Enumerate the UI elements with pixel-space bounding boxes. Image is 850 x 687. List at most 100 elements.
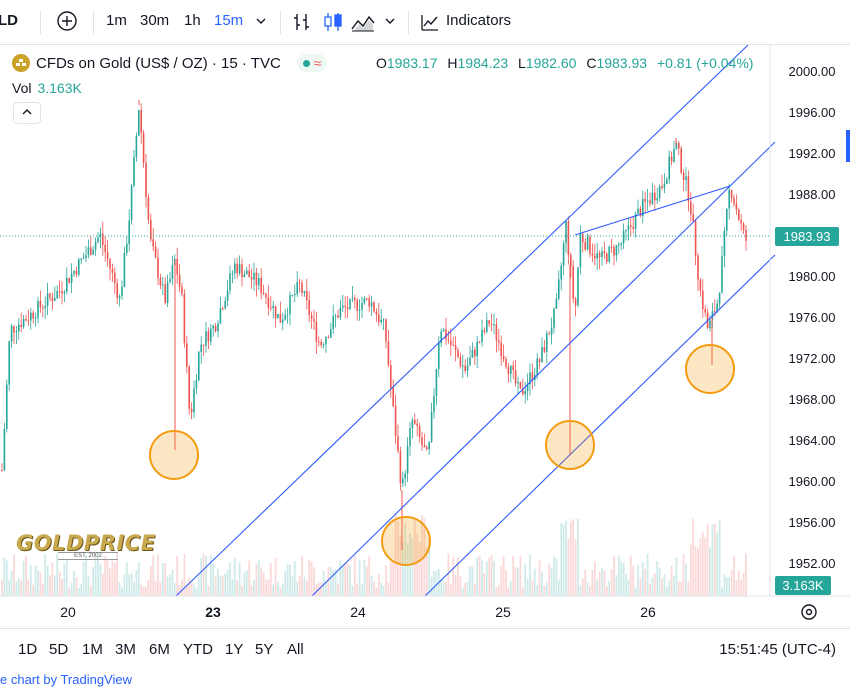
volume-bar xyxy=(195,587,198,596)
price-tick-label: 1964.00 xyxy=(789,433,836,448)
candle-body xyxy=(313,318,315,322)
volume-bar xyxy=(99,564,102,596)
volume-bar xyxy=(557,579,560,596)
collapse-legend-button[interactable] xyxy=(13,102,41,124)
range-1y[interactable]: 1Y xyxy=(225,641,244,658)
volume-bar xyxy=(581,578,584,596)
chart-area[interactable]: 2000.001996.001992.001988.001984.001980.… xyxy=(0,44,850,627)
interval-1h[interactable]: 1h xyxy=(184,12,201,29)
indicators-button[interactable]: Indicators xyxy=(446,12,512,29)
price-tick-label: 2000.00 xyxy=(789,64,836,79)
settings-gear-icon xyxy=(801,604,817,620)
market-status-badge[interactable]: ≈ xyxy=(296,54,328,72)
volume-bar xyxy=(404,523,407,596)
candle-body xyxy=(224,300,226,309)
volume-bar xyxy=(656,561,659,596)
volume-bar xyxy=(430,576,433,596)
symbol-search[interactable]: LD xyxy=(0,12,18,29)
compare-add-icon[interactable] xyxy=(56,10,78,36)
candle-body xyxy=(178,274,181,288)
candles-style-icon[interactable] xyxy=(322,11,344,37)
chevron-down-icon[interactable] xyxy=(255,14,267,31)
range-1d[interactable]: 1D xyxy=(18,641,38,658)
volume-bar xyxy=(370,575,373,596)
interval-15m[interactable]: 15m xyxy=(214,12,244,29)
candle-body xyxy=(318,341,320,343)
channel-line xyxy=(574,185,731,236)
volume-bar xyxy=(58,571,61,596)
volume-bar xyxy=(233,557,236,596)
candle-body xyxy=(481,329,483,342)
candle-body xyxy=(423,445,426,448)
volume-bar xyxy=(226,569,229,596)
volume-bar xyxy=(613,555,615,596)
volume-bar xyxy=(219,575,222,596)
volume-bar xyxy=(159,582,162,596)
candle-body xyxy=(745,229,747,241)
range-6m[interactable]: 6M xyxy=(149,641,170,658)
range-all[interactable]: All xyxy=(287,641,304,658)
chevron-down-icon[interactable] xyxy=(384,14,396,31)
candle-body xyxy=(702,290,704,310)
candle-body xyxy=(34,317,37,319)
price-tick-label: 1956.00 xyxy=(789,515,836,530)
side-panel-edge xyxy=(846,130,850,162)
volume-bar xyxy=(188,577,191,596)
candle-body xyxy=(397,436,399,452)
candle-body xyxy=(121,286,123,297)
range-5y[interactable]: 5Y xyxy=(255,641,274,658)
volume-bar xyxy=(214,576,217,596)
volume-bar xyxy=(109,568,111,596)
tradingview-attribution[interactable]: e chart by TradingView xyxy=(0,672,132,687)
volume-bar xyxy=(356,583,359,596)
candle-body xyxy=(210,328,212,342)
volume-bar xyxy=(454,575,457,596)
volume-bar xyxy=(53,575,56,596)
price-chart[interactable]: 2000.001996.001992.001988.001984.001980.… xyxy=(0,44,850,627)
candle-body xyxy=(714,311,716,313)
channel-line xyxy=(424,254,776,597)
volume-bar xyxy=(183,553,186,596)
open-label: O xyxy=(376,55,387,71)
candle-body xyxy=(241,264,243,278)
volume-label: Vol xyxy=(12,80,32,96)
candle-body xyxy=(476,341,478,357)
volume-bar xyxy=(152,554,155,596)
candle-body xyxy=(536,358,538,375)
volume-bar xyxy=(169,574,171,596)
candle-body xyxy=(505,359,507,368)
range-3m[interactable]: 3M xyxy=(115,641,136,658)
time-zone-clock[interactable]: 15:51:45 (UTC-4) xyxy=(719,641,836,658)
volume-bar xyxy=(128,574,131,596)
candle-body xyxy=(474,349,476,357)
interval-1m[interactable]: 1m xyxy=(106,12,127,29)
indicators-icon[interactable] xyxy=(420,11,440,37)
candle-body xyxy=(687,176,690,202)
candle-body xyxy=(704,309,706,313)
interval-30m[interactable]: 30m xyxy=(140,12,170,29)
volume-bar xyxy=(562,524,565,596)
volume-bar xyxy=(632,565,635,596)
volume-legend: Vol 3.163K xyxy=(12,80,82,96)
candle-body xyxy=(740,220,742,224)
symbol-title[interactable]: CFDs on Gold (US$ / OZ) · 15 · TVC xyxy=(36,54,281,72)
volume-bar xyxy=(82,561,85,596)
volume-bar xyxy=(308,559,311,596)
candle-body xyxy=(608,246,610,262)
candle-body xyxy=(678,143,680,149)
candle-body xyxy=(627,225,630,230)
bars-style-icon[interactable] xyxy=(292,11,312,37)
range-ytd[interactable]: YTD xyxy=(183,641,213,658)
volume-bar xyxy=(471,566,474,596)
volume-bar xyxy=(154,580,157,596)
candle-body xyxy=(382,319,385,321)
candle-body xyxy=(373,302,375,312)
range-5d[interactable]: 5D xyxy=(49,641,69,658)
candle-body xyxy=(214,325,217,332)
volume-bar xyxy=(485,561,488,596)
candle-body xyxy=(236,263,238,274)
range-1m[interactable]: 1M xyxy=(82,641,103,658)
candle-body xyxy=(721,255,723,293)
area-style-icon[interactable] xyxy=(350,11,376,37)
candle-body xyxy=(207,331,210,342)
